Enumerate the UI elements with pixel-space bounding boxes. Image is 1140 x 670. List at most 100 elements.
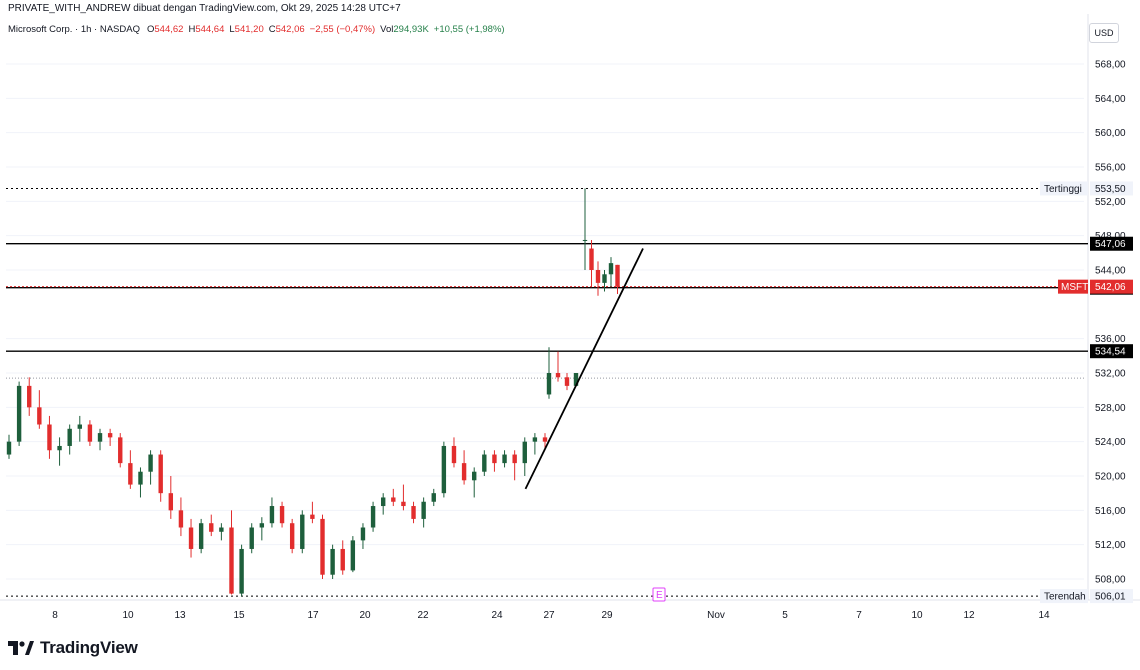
candle-body <box>582 239 588 241</box>
candle-body <box>555 373 561 378</box>
tradingview-logo-text: TradingView <box>40 638 138 657</box>
candle-body <box>391 497 396 502</box>
candle-body <box>107 433 113 438</box>
candle-body <box>188 527 194 549</box>
y-tick-label: 548,00 <box>1095 231 1126 242</box>
level-price-label: 553,50 <box>1095 184 1126 195</box>
candle-body <box>148 454 153 472</box>
open-label: O <box>146 24 155 35</box>
change-value: −2,55 (−0,47%) <box>309 24 376 35</box>
x-tick-label: 27 <box>543 610 555 621</box>
candle-body <box>330 548 335 575</box>
candle-body <box>441 445 447 494</box>
x-tick-label: 17 <box>307 610 319 621</box>
candle-body <box>522 441 527 464</box>
candle-body <box>239 548 244 594</box>
y-tick-label: 508,00 <box>1095 575 1126 586</box>
candle-body <box>502 454 507 464</box>
x-tick-label: 7 <box>856 610 862 621</box>
candle-body <box>158 454 163 494</box>
candle-body <box>209 523 214 532</box>
x-tick-label: 13 <box>174 610 186 621</box>
level-price-label: 534,54 <box>1095 347 1126 358</box>
candle-body <box>300 514 305 549</box>
level-caption: Terendah <box>1044 592 1086 603</box>
x-tick-label: 10 <box>911 610 923 621</box>
candle-body <box>615 264 620 287</box>
x-tick-label: 8 <box>52 610 58 621</box>
candle-body <box>589 248 594 270</box>
x-tick-label: 10 <box>122 610 134 621</box>
candle-body <box>118 437 123 464</box>
trendline <box>524 248 644 490</box>
candle-body <box>57 445 62 451</box>
candle-body <box>512 454 517 464</box>
level-price-label: 506,01 <box>1095 592 1126 603</box>
candle-body <box>532 437 538 442</box>
y-tick-label: 524,00 <box>1095 437 1126 448</box>
candle-body <box>602 274 607 283</box>
tradingview-logo-icon <box>8 641 34 655</box>
candle-body <box>482 454 487 472</box>
candle-body <box>87 424 93 442</box>
candle-body <box>27 385 32 408</box>
level-price-tag <box>1090 589 1133 604</box>
candle-body <box>472 471 477 481</box>
candle-body <box>564 377 570 386</box>
candle-body <box>77 424 82 429</box>
y-tick-label: 556,00 <box>1095 163 1126 174</box>
candle-body <box>310 514 315 519</box>
high-label: H <box>188 24 196 35</box>
y-tick-label: 520,00 <box>1095 472 1126 483</box>
candle-body <box>451 445 457 464</box>
candle-body <box>219 527 224 532</box>
y-tick-label: 568,00 <box>1095 60 1126 71</box>
candle-body <box>6 441 12 455</box>
low-value: 541,20 <box>234 24 264 35</box>
x-tick-label: 14 <box>1038 610 1050 621</box>
y-tick-label: 560,00 <box>1095 128 1126 139</box>
x-tick-label: 15 <box>233 610 245 621</box>
y-tick-label: 512,00 <box>1095 540 1126 551</box>
volume-value: 294,93K <box>393 24 429 35</box>
open-value: 544,62 <box>154 24 184 35</box>
candle-body <box>573 373 579 386</box>
symbol-name[interactable]: Microsoft Corp. · 1h · NASDAQ <box>8 24 140 35</box>
currency-selector[interactable]: USD <box>1089 23 1119 43</box>
tradingview-logo[interactable]: TradingView <box>8 638 138 658</box>
candle-body <box>67 428 72 446</box>
x-tick-label: 24 <box>491 610 503 621</box>
x-tick-label: 22 <box>417 610 429 621</box>
candle-body <box>542 437 548 442</box>
candle-body <box>411 506 416 519</box>
level-caption-bg <box>1040 589 1088 604</box>
candle-body <box>249 527 254 549</box>
candle-body <box>370 506 376 528</box>
y-tick-label: 516,00 <box>1095 506 1126 517</box>
candle-body <box>608 263 614 275</box>
current-price-label: 542,06 <box>1095 282 1126 293</box>
candle-body <box>401 501 406 507</box>
x-tick-label: 20 <box>359 610 371 621</box>
candle-body <box>421 501 426 519</box>
candle-body <box>97 433 103 442</box>
candle-body <box>546 373 552 395</box>
earnings-marker-label: E <box>656 590 663 601</box>
x-tick-label: Nov <box>707 610 725 621</box>
volume-label: Vol <box>380 24 394 35</box>
candle-body <box>431 493 436 502</box>
candle-body <box>269 506 275 524</box>
close-value: 542,06 <box>275 24 305 35</box>
candle-body <box>380 497 386 507</box>
candle-body <box>492 454 497 464</box>
low-label: L <box>229 24 235 35</box>
earnings-marker <box>652 587 666 602</box>
candle-body <box>178 510 184 528</box>
candle-body <box>289 523 295 549</box>
candle-body <box>350 540 356 571</box>
level-price-label: 547,06 <box>1095 239 1126 250</box>
x-tick-label: 5 <box>782 610 788 621</box>
current-price-tag <box>1090 279 1133 294</box>
candle-body <box>128 463 133 485</box>
